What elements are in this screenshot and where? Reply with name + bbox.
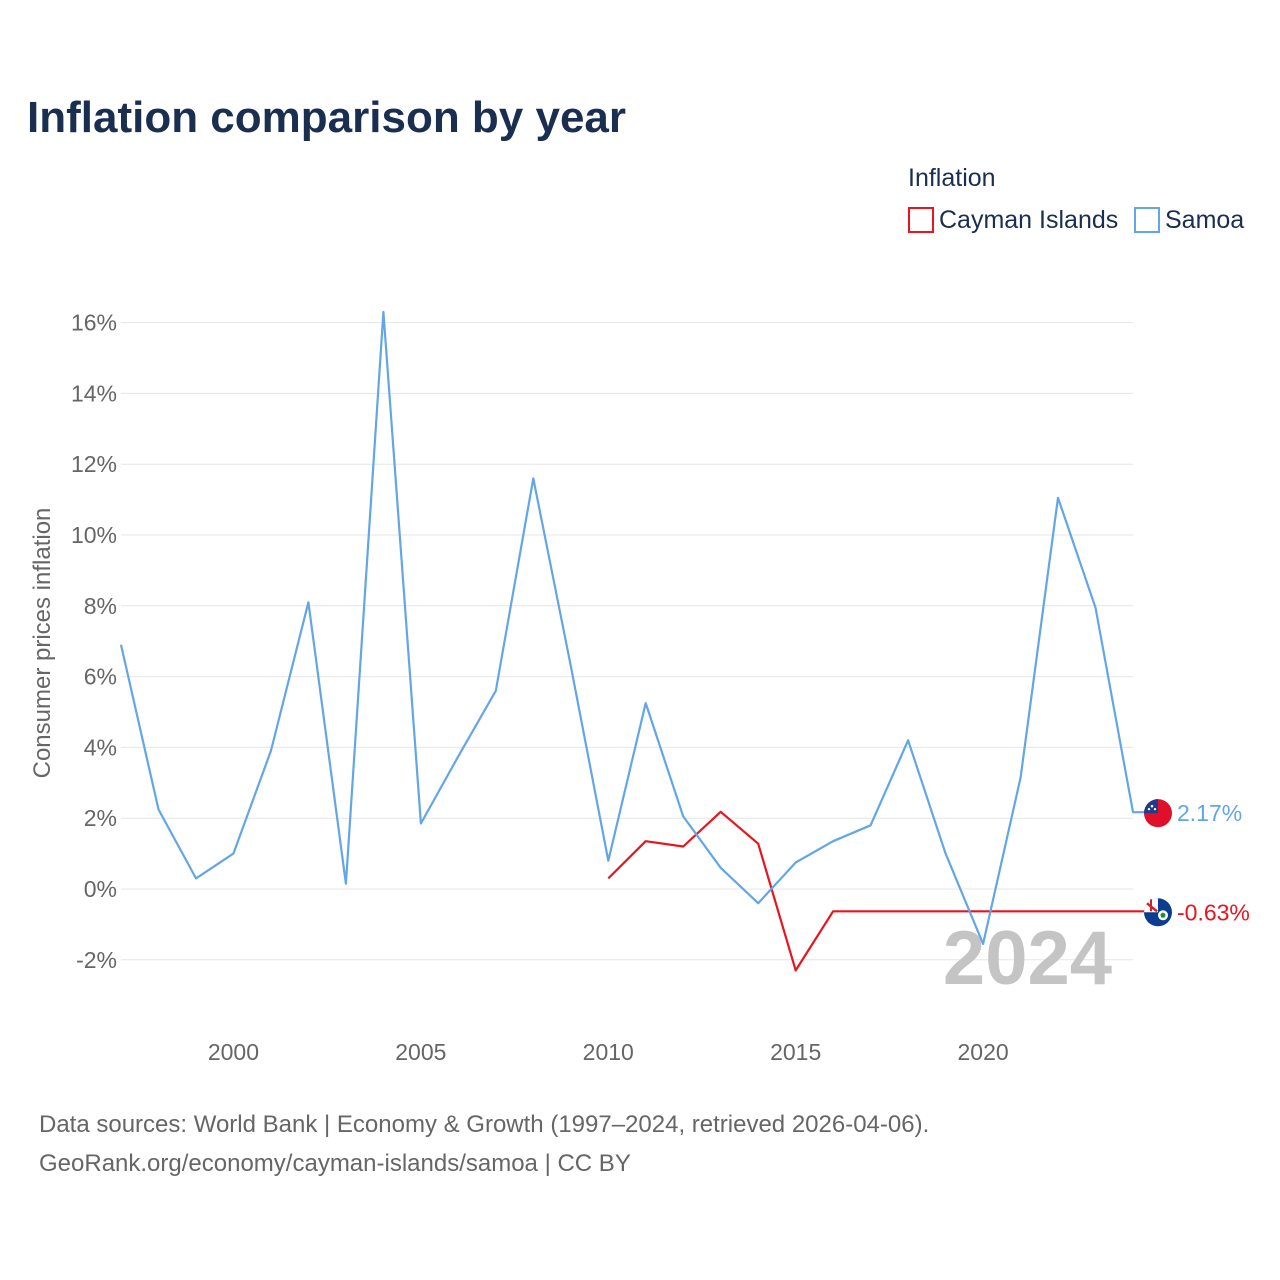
y-tick-label: 0% xyxy=(84,876,117,902)
source-url[interactable]: GeoRank.org/economy/cayman-islands/samoa… xyxy=(39,1150,631,1177)
y-axis-ticks: -2% 0% 2% 4% 6% 8% 10% 12% 14% 16% xyxy=(71,310,117,973)
year-watermark: 2024 xyxy=(943,916,1112,1001)
x-tick-label: 2010 xyxy=(583,1039,634,1065)
end-value-label-samoa: 2.17% xyxy=(1177,800,1242,826)
end-value-label-cayman-islands: -0.63% xyxy=(1177,899,1250,925)
x-tick-label: 2005 xyxy=(395,1039,446,1065)
legend-label-samoa: Samoa xyxy=(1165,206,1244,234)
y-tick-label: 8% xyxy=(84,593,117,619)
y-tick-label: 12% xyxy=(71,451,117,477)
x-tick-label: 2020 xyxy=(957,1039,1008,1065)
y-tick-label: 16% xyxy=(71,310,117,336)
x-tick-label: 2015 xyxy=(770,1039,821,1065)
grid-lines xyxy=(121,322,1133,961)
series-line-cayman-islands[interactable] xyxy=(607,810,1155,972)
x-axis-ticks: 2000 2005 2010 2015 2020 xyxy=(208,1039,1009,1065)
y-tick-label: 10% xyxy=(71,522,117,548)
legend-label-cayman-islands: Cayman Islands xyxy=(939,206,1118,234)
legend-item-cayman-islands[interactable]: Cayman Islands xyxy=(908,206,1118,234)
series-lines xyxy=(119,310,1155,972)
legend-item-samoa[interactable]: Samoa xyxy=(1134,206,1244,234)
legend-swatch-cayman-islands xyxy=(908,207,934,233)
chart-title: Inflation comparison by year xyxy=(27,93,626,142)
y-tick-label: 4% xyxy=(84,734,117,760)
data-source-note: Data sources: World Bank | Economy & Gro… xyxy=(39,1111,929,1138)
legend-title: Inflation xyxy=(908,164,996,192)
legend-swatch-samoa xyxy=(1134,207,1160,233)
y-tick-label: -2% xyxy=(76,947,117,973)
x-tick-label: 2000 xyxy=(208,1039,259,1065)
y-tick-label: 6% xyxy=(84,664,117,690)
y-tick-label: 14% xyxy=(71,380,117,406)
series-end-markers: -0.63% 2.17% xyxy=(1144,799,1250,927)
legend: Inflation Cayman Islands Samoa xyxy=(908,164,1244,234)
series-line-samoa[interactable] xyxy=(119,310,1155,946)
cayman-islands-flag-icon xyxy=(1144,898,1172,927)
y-tick-label: 2% xyxy=(84,805,117,831)
samoa-flag-icon xyxy=(1144,799,1172,828)
y-axis-label: Consumer prices inflation xyxy=(29,508,56,779)
